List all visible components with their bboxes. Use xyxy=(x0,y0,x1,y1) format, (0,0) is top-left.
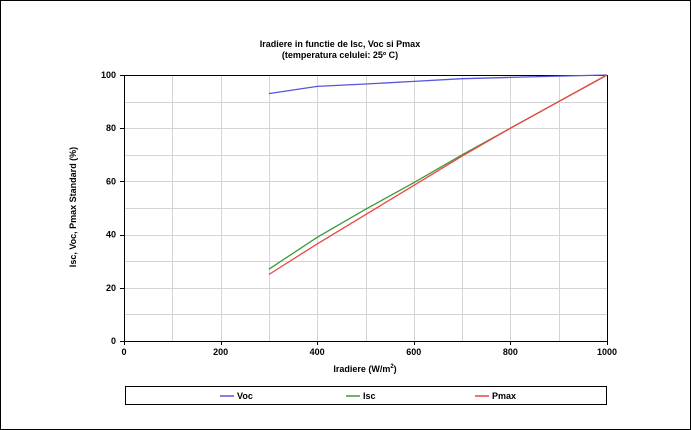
tick-labels: 0 200 400 600 800 1000 0 20 40 60 80 100 xyxy=(101,70,617,357)
x-axis-label-sup: 2 xyxy=(390,364,394,370)
series-line-isc xyxy=(268,74,608,270)
y-tick-label: 0 xyxy=(111,336,116,346)
legend-label-isc: Isc xyxy=(363,391,376,401)
y-tick-label: 100 xyxy=(101,70,116,80)
legend-label-voc: Voc xyxy=(237,391,253,401)
y-axis-label: Isc, Voc, Pmax Standard (%) xyxy=(68,147,78,267)
series-line-voc xyxy=(268,74,608,95)
x-axis-label-suffix: ) xyxy=(394,364,397,374)
y-tick-label: 40 xyxy=(106,230,116,240)
y-tick-label: 60 xyxy=(106,176,116,186)
legend: Voc Isc Pmax xyxy=(125,386,607,405)
x-tick-label: 1000 xyxy=(597,347,617,357)
x-tick-label: 600 xyxy=(406,347,421,357)
legend-label-pmax: Pmax xyxy=(492,391,516,401)
x-axis-label-main: Iradiere (W/m xyxy=(333,364,390,374)
y-tick-label: 80 xyxy=(106,123,116,133)
grid xyxy=(124,75,607,341)
y-tick-label: 20 xyxy=(106,283,116,293)
chart-subtitle-text: (temperatura celulei: 25º C) xyxy=(282,50,398,60)
x-tick-label: 200 xyxy=(213,347,228,357)
plot-area-border xyxy=(124,75,608,342)
chart-title-text: Iradiere in functie de Isc, Voc si Pmax xyxy=(260,39,420,49)
legend-box xyxy=(125,386,607,405)
series xyxy=(268,74,608,276)
x-tick-label: 800 xyxy=(503,347,518,357)
axes xyxy=(120,75,608,345)
x-axis-label: Iradiere (W/m2) xyxy=(333,364,396,374)
series-line-pmax xyxy=(268,74,608,276)
chart-title: Iradiere in functie de Isc, Voc si Pmax … xyxy=(260,39,420,60)
x-tick-label: 400 xyxy=(310,347,325,357)
x-tick-label: 0 xyxy=(121,347,126,357)
